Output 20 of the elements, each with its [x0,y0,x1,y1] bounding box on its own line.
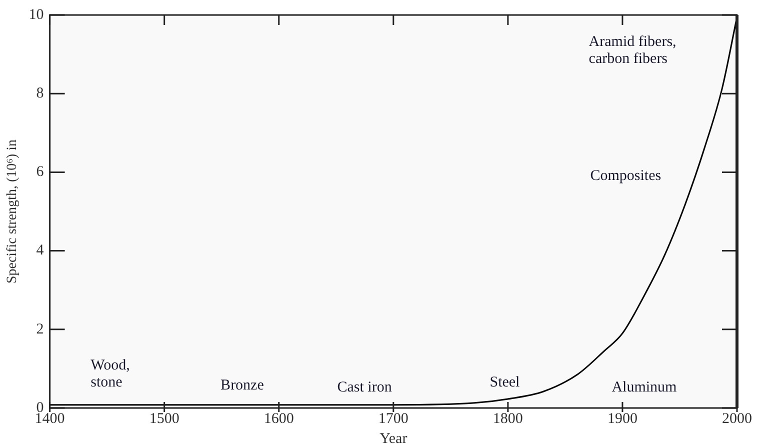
y-tick-label: 10 [28,6,44,23]
x-tick-label: 1800 [492,410,523,427]
x-tick-label: 1600 [264,410,294,427]
y-tick-label: 4 [36,242,44,259]
x-axis-title: Year [380,430,408,447]
annotation: Cast iron [337,380,392,396]
y-axis-title: Specific strength, (10⁶) in [5,139,20,284]
annotation: Wood, stone [90,358,130,391]
y-tick-label: 2 [36,321,44,338]
x-tick-label: 1700 [378,410,408,427]
x-tick-label: 1900 [607,410,638,427]
annotation: Aramid fibers, carbon fibers [588,34,676,67]
x-tick-label: 2000 [722,410,752,427]
annotation: Aluminum [612,380,678,396]
x-tick-label: 1500 [149,410,180,427]
annotation: Composites [590,168,662,184]
annotation: Bronze [220,378,264,394]
annotation: Steel [490,374,520,390]
y-tick-label: 8 [36,86,44,102]
y-tick-label: 6 [36,164,44,180]
